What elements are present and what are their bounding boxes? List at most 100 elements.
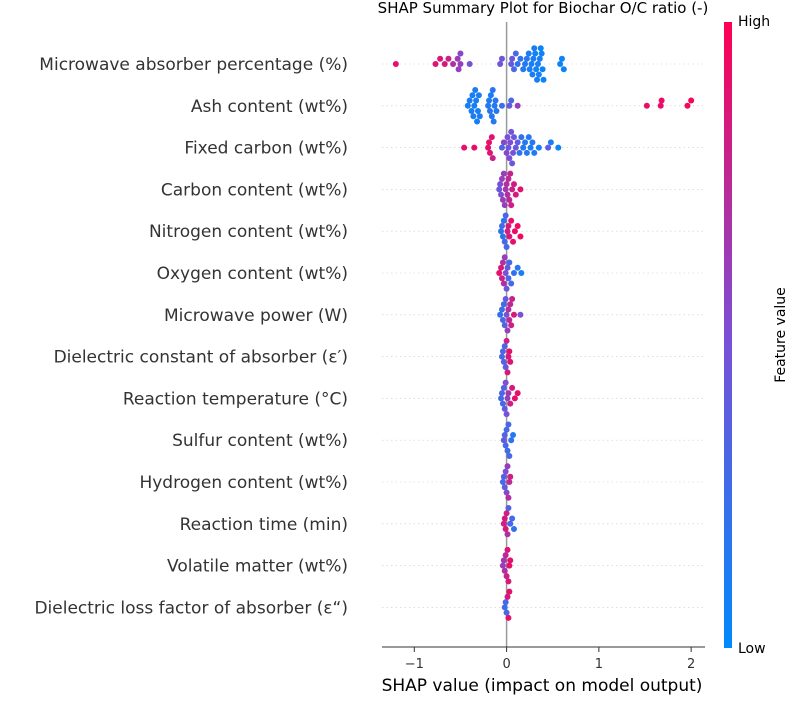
shap-point (488, 113, 495, 120)
shap-point (526, 66, 533, 73)
shap-point (545, 144, 552, 151)
shap-point (533, 66, 540, 73)
feature-labels: Microwave absorber percentage (%) Ash con… (34, 55, 348, 618)
shap-point (499, 317, 506, 324)
shap-point (506, 233, 513, 240)
shap-point (488, 134, 495, 141)
shap-point (502, 442, 509, 449)
shap-point (512, 144, 519, 151)
shap-point (537, 45, 544, 52)
shap-point (498, 222, 505, 229)
shap-point (499, 348, 506, 355)
shap-point (539, 66, 546, 73)
shap-point (643, 102, 650, 109)
feature-label: Fixed carbon (wt%) (184, 139, 348, 159)
shap-point (505, 144, 512, 151)
shap-point (501, 405, 508, 412)
shap-point (466, 97, 473, 104)
shap-point (498, 191, 505, 198)
shap-point (520, 144, 527, 151)
feature-label: Carbon content (wt%) (161, 180, 348, 200)
shap-point (684, 102, 691, 109)
shap-point (509, 515, 516, 522)
shap-point (499, 562, 506, 569)
shap-point (454, 55, 461, 62)
shap-point (505, 614, 512, 621)
shap-point (499, 259, 506, 266)
shap-point (531, 45, 538, 52)
shap-point (473, 97, 480, 104)
shap-point (445, 55, 452, 62)
shap-point (509, 160, 516, 167)
shap-point (500, 301, 507, 308)
shap-point (503, 411, 510, 418)
shap-point (558, 55, 565, 62)
shap-point (497, 181, 504, 188)
shap-point (509, 55, 516, 62)
shap-point (517, 55, 524, 62)
shap-point (501, 238, 508, 245)
shap-point (504, 395, 511, 402)
feature-label: Dielectric loss factor of absorber (ε“) (34, 598, 348, 618)
shap-point (498, 175, 505, 182)
shap-point (505, 175, 512, 182)
shap-point (510, 66, 517, 73)
shap-point (657, 102, 664, 109)
feature-label: Microwave power (W) (164, 306, 348, 326)
shap-point (498, 102, 505, 109)
shap-point (510, 181, 517, 188)
shap-point (510, 149, 517, 156)
shap-point (502, 526, 509, 533)
shap-point (486, 139, 493, 146)
shap-point (503, 426, 510, 433)
shap-point (510, 311, 517, 318)
shap-point (518, 134, 525, 141)
shap-point (529, 71, 536, 78)
shap-point (486, 97, 493, 104)
shap-point (500, 473, 507, 480)
shap-point (485, 144, 492, 151)
shap-point (496, 270, 503, 276)
shap-point (531, 149, 538, 156)
shap-point (432, 61, 439, 67)
shap-point (500, 358, 507, 365)
shap-point (510, 270, 517, 276)
x-axis-label: SHAP value (impact on model output) (382, 676, 703, 696)
shap-point (504, 134, 511, 141)
shap-point (518, 270, 525, 276)
shap-point (517, 233, 524, 240)
shap-point (503, 609, 510, 616)
shap-point (510, 238, 517, 245)
shap-point (514, 139, 521, 146)
shap-point (474, 118, 481, 125)
shap-point (487, 92, 494, 99)
feature-label: Sulfur content (wt%) (172, 431, 348, 451)
shap-point (490, 118, 497, 125)
shap-point (489, 87, 496, 94)
shap-point (505, 494, 512, 501)
shap-point (503, 181, 510, 188)
shap-point (498, 55, 505, 62)
shap-point (503, 510, 510, 517)
shap-point (514, 222, 521, 229)
shap-point (500, 557, 507, 564)
shap-point (560, 66, 567, 73)
chart-title: SHAP Summary Plot for Biochar O/C ratio … (378, 0, 709, 17)
shap-point (500, 170, 507, 177)
shap-point (500, 217, 507, 224)
shap-point (461, 144, 468, 151)
shap-point (501, 343, 508, 350)
shap-point (500, 384, 507, 391)
shap-point (506, 196, 513, 203)
shap-point (503, 337, 510, 344)
shap-point (514, 264, 521, 271)
shap-point (517, 311, 524, 318)
shap-point (503, 573, 510, 580)
shap-point (441, 61, 448, 67)
shap-point (500, 280, 507, 287)
shap-point (500, 437, 507, 444)
shap-point (506, 588, 513, 595)
shap-point (491, 102, 498, 109)
x-tick-label: 0 (502, 657, 510, 672)
shap-point (511, 228, 518, 235)
